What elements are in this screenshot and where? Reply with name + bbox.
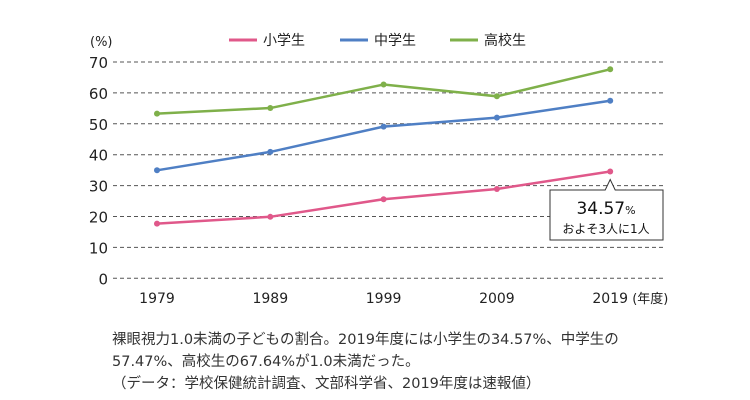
y-tick-label: 70	[89, 54, 108, 72]
annotation-value: 34.57%	[576, 199, 635, 219]
y-tick-label: 50	[89, 116, 108, 134]
y-tick-label: 20	[89, 209, 108, 227]
caption-line-3: （データ：学校保健統計調査、文部科学省、2019年度は速報値）	[112, 376, 541, 392]
y-tick-label: 60	[89, 85, 108, 103]
legend-label: 高校生	[484, 32, 526, 49]
x-tick-label: 1979	[139, 291, 175, 307]
data-point	[267, 213, 274, 220]
data-point	[380, 81, 387, 88]
data-point	[493, 93, 500, 100]
data-point	[380, 196, 387, 203]
data-point	[607, 66, 614, 73]
y-tick-label: 0	[98, 270, 108, 288]
data-point	[267, 148, 274, 155]
y-axis-unit: (%)	[90, 35, 113, 50]
annotation-note: およそ3人に1人	[562, 222, 649, 236]
x-tick-label: 1989	[252, 291, 288, 307]
y-tick-label: 30	[89, 178, 108, 196]
y-tick-label: 10	[89, 239, 108, 257]
caption-line-2: 57.47%、高校生の67.64%が1.0未満だった。	[112, 354, 420, 370]
x-tick-label: 1999	[366, 291, 402, 307]
caption-line-1: 裸眼視力1.0未満の子どもの割合。2019年度には小学生の34.57%、中学生の	[112, 332, 619, 348]
x-tick-label: 2019	[592, 291, 628, 307]
data-point	[380, 123, 387, 130]
data-point	[493, 185, 500, 192]
x-tick-label: 2009	[479, 291, 515, 307]
data-point	[607, 168, 614, 175]
data-point	[607, 97, 614, 104]
annotation-box	[549, 178, 664, 241]
data-point	[154, 167, 160, 174]
series-line	[156, 68, 611, 115]
data-point	[267, 105, 274, 112]
data-point	[493, 114, 500, 121]
legend-label: 中学生	[374, 33, 416, 49]
x-axis-unit: (年度)	[632, 291, 668, 307]
data-point	[154, 110, 160, 117]
legend-label: 小学生	[263, 33, 305, 49]
y-tick-label: 40	[89, 147, 108, 165]
data-point	[154, 220, 160, 227]
line-chart: (%) 0 10 20 30 40 50 60 70 1979 1989 1999 2009 2019 (年…	[89, 32, 668, 307]
